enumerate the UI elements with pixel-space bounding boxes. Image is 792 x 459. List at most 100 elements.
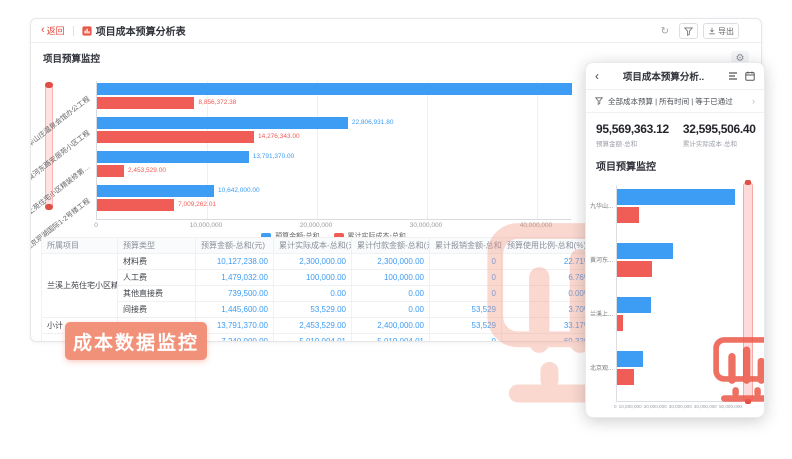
column-header: 预算类型 (117, 237, 196, 254)
calendar-icon[interactable] (745, 71, 755, 81)
budget-bar[interactable] (617, 189, 735, 205)
budget-type-cell: 人工费 (117, 269, 196, 286)
panel-stats: 95,569,363.12 预算金额·总和 32,595,506.40 累计实际… (586, 113, 764, 154)
budget-table: 所属项目 预算类型 预算金额-总和(元) 累计实际成本-总和(元) 累计付款金额-总和(… (41, 237, 641, 341)
filter-button[interactable] (679, 23, 698, 39)
actual-cost-cell[interactable]: 2,453,529.00 (273, 317, 352, 334)
panel-filter-bar[interactable]: 全部成本预算 | 所有时间 | 等于已通过 › (586, 90, 764, 113)
funnel-icon (684, 26, 693, 36)
gridline (317, 81, 318, 219)
budget-amount-cell[interactable]: 13,791,370.00 (195, 317, 274, 334)
reimburse-amount-cell[interactable]: 0 (429, 269, 502, 286)
stat-label: 预算金额·总和 (596, 141, 638, 148)
payment-amount-cell[interactable]: 5,019,004.01 (351, 333, 430, 341)
reimburse-amount-cell[interactable]: 53,529 (429, 317, 502, 334)
back-button[interactable]: ‹ 返回 (41, 24, 65, 37)
budget-bar[interactable] (617, 243, 673, 259)
slider-handle-top[interactable] (745, 180, 751, 185)
legend-item: 累计实际成本总和 (675, 415, 736, 418)
usage-ratio-cell[interactable]: 6.76% (501, 269, 597, 286)
category-label: 兰溪上... (589, 312, 613, 318)
export-label: 导出 (718, 26, 734, 36)
budget-bar[interactable] (97, 151, 249, 163)
budget-bar[interactable] (617, 297, 651, 313)
page-title: 项目成本预算分析表 (95, 27, 186, 38)
stat-budget-total: 95,569,363.12 预算金额·总和 (596, 122, 669, 148)
legend-dot (675, 417, 681, 418)
actual-cost-bar[interactable] (97, 131, 255, 143)
payment-amount-cell[interactable]: 2,300,000.00 (351, 253, 430, 270)
budget-amount-cell[interactable]: 7,240,000.00 (195, 333, 274, 341)
actual-cost-bar[interactable] (617, 261, 652, 277)
export-button[interactable]: 导出 (703, 23, 739, 39)
usage-ratio-cell[interactable]: 3.70% (501, 301, 597, 318)
column-header: 累计付款金额-总和(元) (351, 237, 430, 254)
x-tick-label: 30,000,000 (668, 404, 692, 409)
stat-actual-cost-total: 32,595,506.40 累计实际成本·总和 (683, 122, 756, 148)
actual-cost-cell[interactable]: 5,019,004.01 (273, 333, 352, 341)
x-tick-label: 0 (614, 404, 617, 409)
panel-chart-plot-area: 九华山... 黄河东... 兰溪上... 北京观... (590, 185, 738, 401)
actual-cost-bar[interactable] (97, 165, 124, 177)
payment-amount-cell[interactable]: 100,000.00 (351, 269, 430, 286)
reimburse-amount-cell[interactable]: 0 (429, 253, 502, 270)
actual-cost-cell[interactable]: 53,529.00 (273, 301, 352, 318)
mobile-preview-panel: ‹ 项目成本预算分析.. 全部成本预算 | 所有时间 | 等于已通过 › 95 (585, 62, 765, 418)
panel-back-button[interactable]: ‹ (595, 69, 599, 83)
budget-bar[interactable] (617, 351, 643, 367)
legend-dot (617, 417, 623, 418)
payment-amount-cell[interactable]: 0.00 (351, 301, 430, 318)
filter-summary: 全部成本预算 | 所有时间 | 等于已通过 (608, 96, 733, 106)
reimburse-amount-cell[interactable]: 0 (429, 285, 502, 302)
actual-cost-bar[interactable] (617, 315, 623, 331)
actual-cost-bar[interactable] (97, 97, 195, 109)
usage-ratio-cell[interactable]: 22.71% (501, 253, 597, 270)
toolbar: ‹ 返回 项目成本预算分析表 ↻ (31, 19, 761, 43)
gridline (427, 81, 428, 219)
actual-cost-cell[interactable]: 100,000.00 (273, 269, 352, 286)
budget-bar[interactable] (97, 83, 572, 95)
report-icon (82, 25, 92, 36)
actual-cost-cell[interactable]: 2,300,000.00 (273, 253, 352, 270)
settings-button[interactable]: ⚙ (731, 51, 749, 65)
usage-ratio-cell[interactable]: 69.32% (501, 333, 597, 341)
payment-amount-cell[interactable]: 0.00 (351, 285, 430, 302)
actual-cost-bar[interactable] (97, 199, 175, 211)
cost-data-monitor-badge: 成本数据监控 (65, 322, 207, 360)
category-label: 北京观... (589, 366, 613, 372)
panel-chart-legend: 预算金额总和 累计实际成本总和 (586, 415, 764, 418)
list-icon[interactable] (728, 71, 738, 81)
table-row: 其他直接费 739,500.00 0.00 0.00 0 0.00% (42, 285, 597, 302)
reimburse-amount-cell[interactable]: 0 (429, 333, 502, 341)
table-row: 间接费 1,445,600.00 53,529.00 0.00 53,529 3.70% (42, 301, 597, 318)
budget-amount-cell[interactable]: 739,500.00 (195, 285, 274, 302)
chart-vertical-zoom-slider[interactable] (45, 82, 53, 210)
budget-bar[interactable] (97, 117, 348, 129)
slider-handle-bottom[interactable] (45, 204, 53, 210)
actual-cost-bar[interactable] (617, 369, 635, 385)
actual-cost-bar[interactable] (617, 207, 639, 223)
slider-handle-top[interactable] (45, 82, 53, 88)
budget-bar[interactable] (97, 185, 215, 197)
column-header: 预算使用比例-总和(%) (501, 237, 597, 254)
budget-amount-cell[interactable]: 1,445,600.00 (195, 301, 274, 318)
category-label: 九华山庄温泉会馆办公工程 (30, 95, 92, 153)
toolbar-actions: ↻ 导出 (655, 23, 739, 39)
reimburse-amount-cell[interactable]: 53,529 (429, 301, 502, 318)
budget-amount-cell[interactable]: 1,479,032.00 (195, 269, 274, 286)
panel-section-title: 项目预算监控 (596, 162, 656, 173)
x-tick-label: 10,000,000 (189, 222, 223, 229)
budget-type-cell: 材料费 (117, 253, 196, 270)
budget-amount-cell[interactable]: 10,127,238.00 (195, 253, 274, 270)
usage-ratio-cell[interactable]: 0.00% (501, 285, 597, 302)
bar-value-label: 7,009,262.01 (178, 201, 217, 208)
x-tick-label: 30,000,000 (409, 222, 443, 229)
usage-ratio-cell[interactable]: 33.17% (501, 317, 597, 334)
bar-value-label: 14,276,343.00 (258, 133, 300, 140)
refresh-button[interactable]: ↻ (655, 23, 674, 39)
brand-watermark-logo (713, 337, 764, 402)
payment-amount-cell[interactable]: 2,400,000.00 (351, 317, 430, 334)
actual-cost-cell[interactable]: 0.00 (273, 285, 352, 302)
column-header: 累计实际成本-总和(元) (273, 237, 352, 254)
